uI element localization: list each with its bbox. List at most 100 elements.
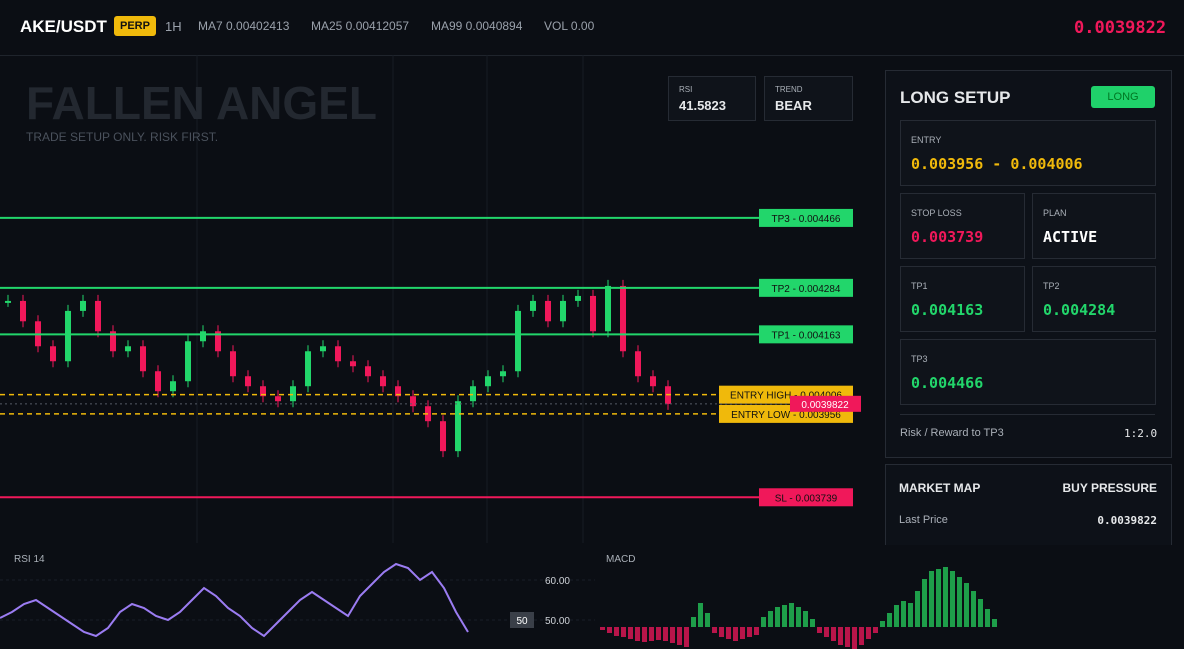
divider [900,414,1155,415]
macd-bar [684,627,689,647]
tp2-box: TP2 0.004284 [1032,266,1156,332]
macd-bar [915,591,920,627]
macd-bar [894,605,899,627]
macd-bar [614,627,619,636]
candle [350,361,356,367]
macd-bar [775,607,780,627]
ma7: MA7 0.00402413 [198,19,290,33]
setup-panel: LONG SETUP LONG ENTRY 0.003956 - 0.00400… [885,70,1172,458]
label: TP1 [911,281,928,291]
macd-bar [901,601,906,627]
tp3-value: 0.004466 [911,374,984,392]
candle [650,376,656,387]
candle [605,285,611,332]
candle [95,300,101,332]
macd-bar [677,627,682,645]
plan-box: PLAN ACTIVE [1032,193,1156,259]
macd-bar [691,617,696,627]
marker-label: 50 [516,616,528,627]
macd-bar [642,627,647,642]
tp1-value: 0.004163 [911,301,984,319]
interval[interactable]: 1H [165,19,182,34]
macd-bar [992,619,997,627]
candle [245,376,251,387]
macd-bar [761,617,766,627]
last-label: Last Price [899,514,948,526]
sl-box: STOP LOSS 0.003739 [900,193,1025,259]
candle [335,346,341,362]
market-map: MARKET MAP BUY PRESSURE Last Price 0.003… [885,464,1172,546]
candle [545,300,551,322]
rsi-title: RSI 14 [14,554,45,565]
header: AKE/USDT PERP 1H MA7 0.00402413 MA25 0.0… [0,0,1184,56]
level-label: TP3 - 0.004466 [772,214,841,225]
last-value: 0.0039822 [1097,514,1157,527]
candle [125,346,131,352]
candle [365,366,371,377]
stat-label: TREND [775,85,803,94]
sl-value: 0.003739 [911,228,984,246]
macd-bar [754,627,759,635]
macd-bar [600,627,605,630]
macd-bar [908,603,913,627]
candle [230,351,236,377]
level-label: ENTRY LOW - 0.003956 [731,410,841,421]
level-label: ENTRY HIGH - 0.004006 [730,391,842,402]
candle [50,346,56,362]
macd-bar [740,627,745,639]
macd-bar [705,613,710,627]
candle [290,386,296,402]
setup-title: LONG SETUP [900,88,1011,107]
candle [140,346,146,372]
last-price-label: 0.0039822 [801,400,849,411]
rr-label: Risk / Reward to TP3 [900,427,1004,439]
macd-bar [628,627,633,639]
macd-bar [971,591,976,627]
macd-bar [621,627,626,637]
rsi-stat: RSI 41.5823 [668,76,756,121]
macd-title: MACD [606,554,635,565]
rsi-line [0,562,469,638]
level-tag [759,208,853,227]
entry-value: 0.003956 - 0.004006 [911,155,1083,173]
macd-bar [831,627,836,641]
map-title: MARKET MAP [899,481,981,495]
level-tag [759,278,853,297]
macd-bar [649,627,654,641]
candle [515,310,521,372]
candle [185,341,191,382]
tp3-box: TP3 0.004466 [900,339,1156,405]
candle [485,376,491,387]
macd-bar [824,627,829,637]
candle [110,331,116,352]
macd-bar [782,605,787,627]
ma99: MA99 0.0040894 [431,19,523,33]
watermark-subtitle: TRADE SETUP ONLY. RISK FIRST. [26,130,218,144]
candle [320,346,326,352]
label: ENTRY [911,135,942,145]
price-chart: FALLEN ANGEL TRADE SETUP ONLY. RISK FIRS… [0,55,861,543]
candle [65,310,71,362]
stat-label: RSI [679,85,693,94]
candle [575,295,581,301]
macd-bar [929,571,934,627]
candle [440,421,446,452]
macd-bar [719,627,724,637]
macd-bar [635,627,640,641]
label: TP2 [1043,281,1060,291]
candle [260,386,266,397]
macd-bar [859,627,864,645]
macd-bar [733,627,738,641]
y-tick-label: 60.00 [545,576,570,587]
level-label: SL - 0.003739 [775,493,838,504]
candle [590,295,596,332]
candle [380,376,386,387]
macd-bar [663,627,668,641]
candle [470,386,476,402]
macd-bar [922,579,927,627]
macd-bar [810,619,815,627]
long-badge[interactable]: LONG [1091,86,1155,108]
tp1-box: TP1 0.004163 [900,266,1025,332]
label: STOP LOSS [911,208,962,218]
macd-bar [957,577,962,627]
